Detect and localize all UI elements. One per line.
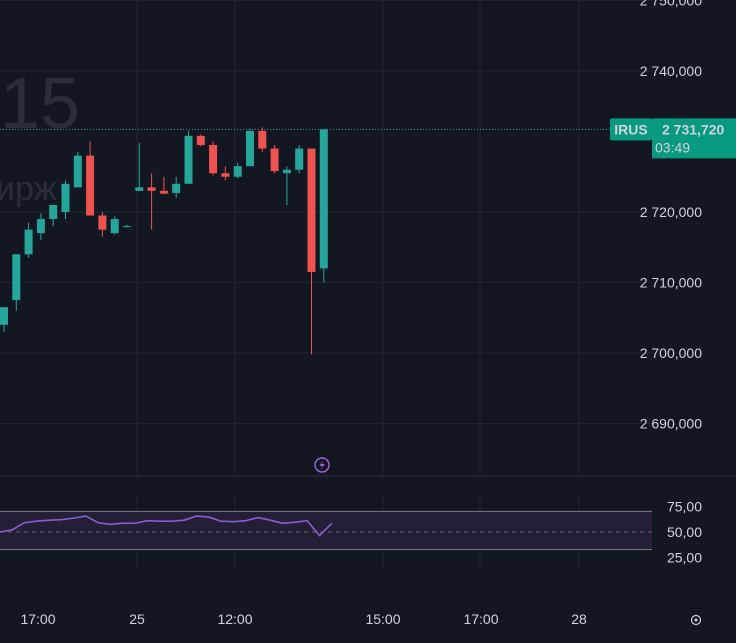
price-axis-label: 2 700,000	[640, 345, 702, 361]
candle-body[interactable]	[61, 183, 70, 212]
candle-body[interactable]	[49, 204, 58, 220]
candle-body[interactable]	[110, 219, 119, 234]
settings-gear-icon[interactable]	[690, 614, 702, 626]
candle-body[interactable]	[98, 215, 107, 230]
time-axis-label: 17:00	[20, 611, 55, 627]
candle-body[interactable]	[282, 169, 291, 174]
oscillator-axis-label: 75,00	[667, 498, 702, 514]
time-axis-label: 15:00	[365, 611, 400, 627]
watermark-exchange: ирж	[0, 170, 57, 208]
candle-body[interactable]	[135, 187, 144, 191]
candle-body[interactable]	[233, 166, 242, 177]
candle-body[interactable]	[307, 148, 316, 272]
time-axis-label: 28	[571, 611, 587, 627]
time-axis-label: 12:00	[217, 611, 252, 627]
last-price-badge	[652, 118, 736, 159]
candle-body[interactable]	[184, 135, 193, 184]
candle-body[interactable]	[295, 148, 304, 170]
candle-body[interactable]	[24, 229, 33, 255]
symbol-badge[interactable]	[610, 118, 652, 141]
candle-body[interactable]	[12, 254, 21, 301]
time-axis-label: 17:00	[463, 611, 498, 627]
candle-body[interactable]	[159, 190, 168, 194]
oscillator-axis-label: 50,00	[667, 524, 702, 540]
candle-body[interactable]	[36, 219, 45, 234]
price-axis-label: 2 720,000	[640, 204, 702, 220]
candle-body[interactable]	[196, 135, 205, 146]
price-axis-label: 2 740,000	[640, 63, 702, 79]
oscillator-line	[0, 515, 333, 537]
time-axis-label: 25	[129, 611, 145, 627]
candle-body[interactable]	[221, 173, 230, 177]
watermark-interval: 15	[0, 64, 80, 144]
candle-body[interactable]	[123, 226, 131, 228]
candle-body[interactable]	[73, 155, 82, 188]
candle-body[interactable]	[246, 130, 254, 167]
oscillator-band	[0, 511, 652, 550]
symbol-badge-label: IRUS	[614, 121, 647, 137]
candle-body[interactable]	[147, 187, 156, 191]
oscillator-axis-label: 25,00	[667, 550, 702, 566]
lightning-icon[interactable]	[314, 457, 330, 473]
candle-body[interactable]	[319, 129, 328, 269]
price-axis-label: 2 710,000	[640, 275, 702, 291]
candle-body[interactable]	[209, 145, 218, 174]
last-price-label: 2 731,720	[662, 121, 724, 137]
price-axis-label: 2 690,000	[640, 416, 702, 432]
bar-countdown: 03:49	[655, 139, 690, 155]
candle-body[interactable]	[172, 183, 181, 193]
candle-body[interactable]	[86, 155, 95, 216]
candle-body[interactable]	[258, 130, 267, 149]
price-axis-label: 2 750,000	[640, 0, 702, 9]
candle-body[interactable]	[270, 148, 279, 172]
candle-body[interactable]	[0, 307, 8, 325]
